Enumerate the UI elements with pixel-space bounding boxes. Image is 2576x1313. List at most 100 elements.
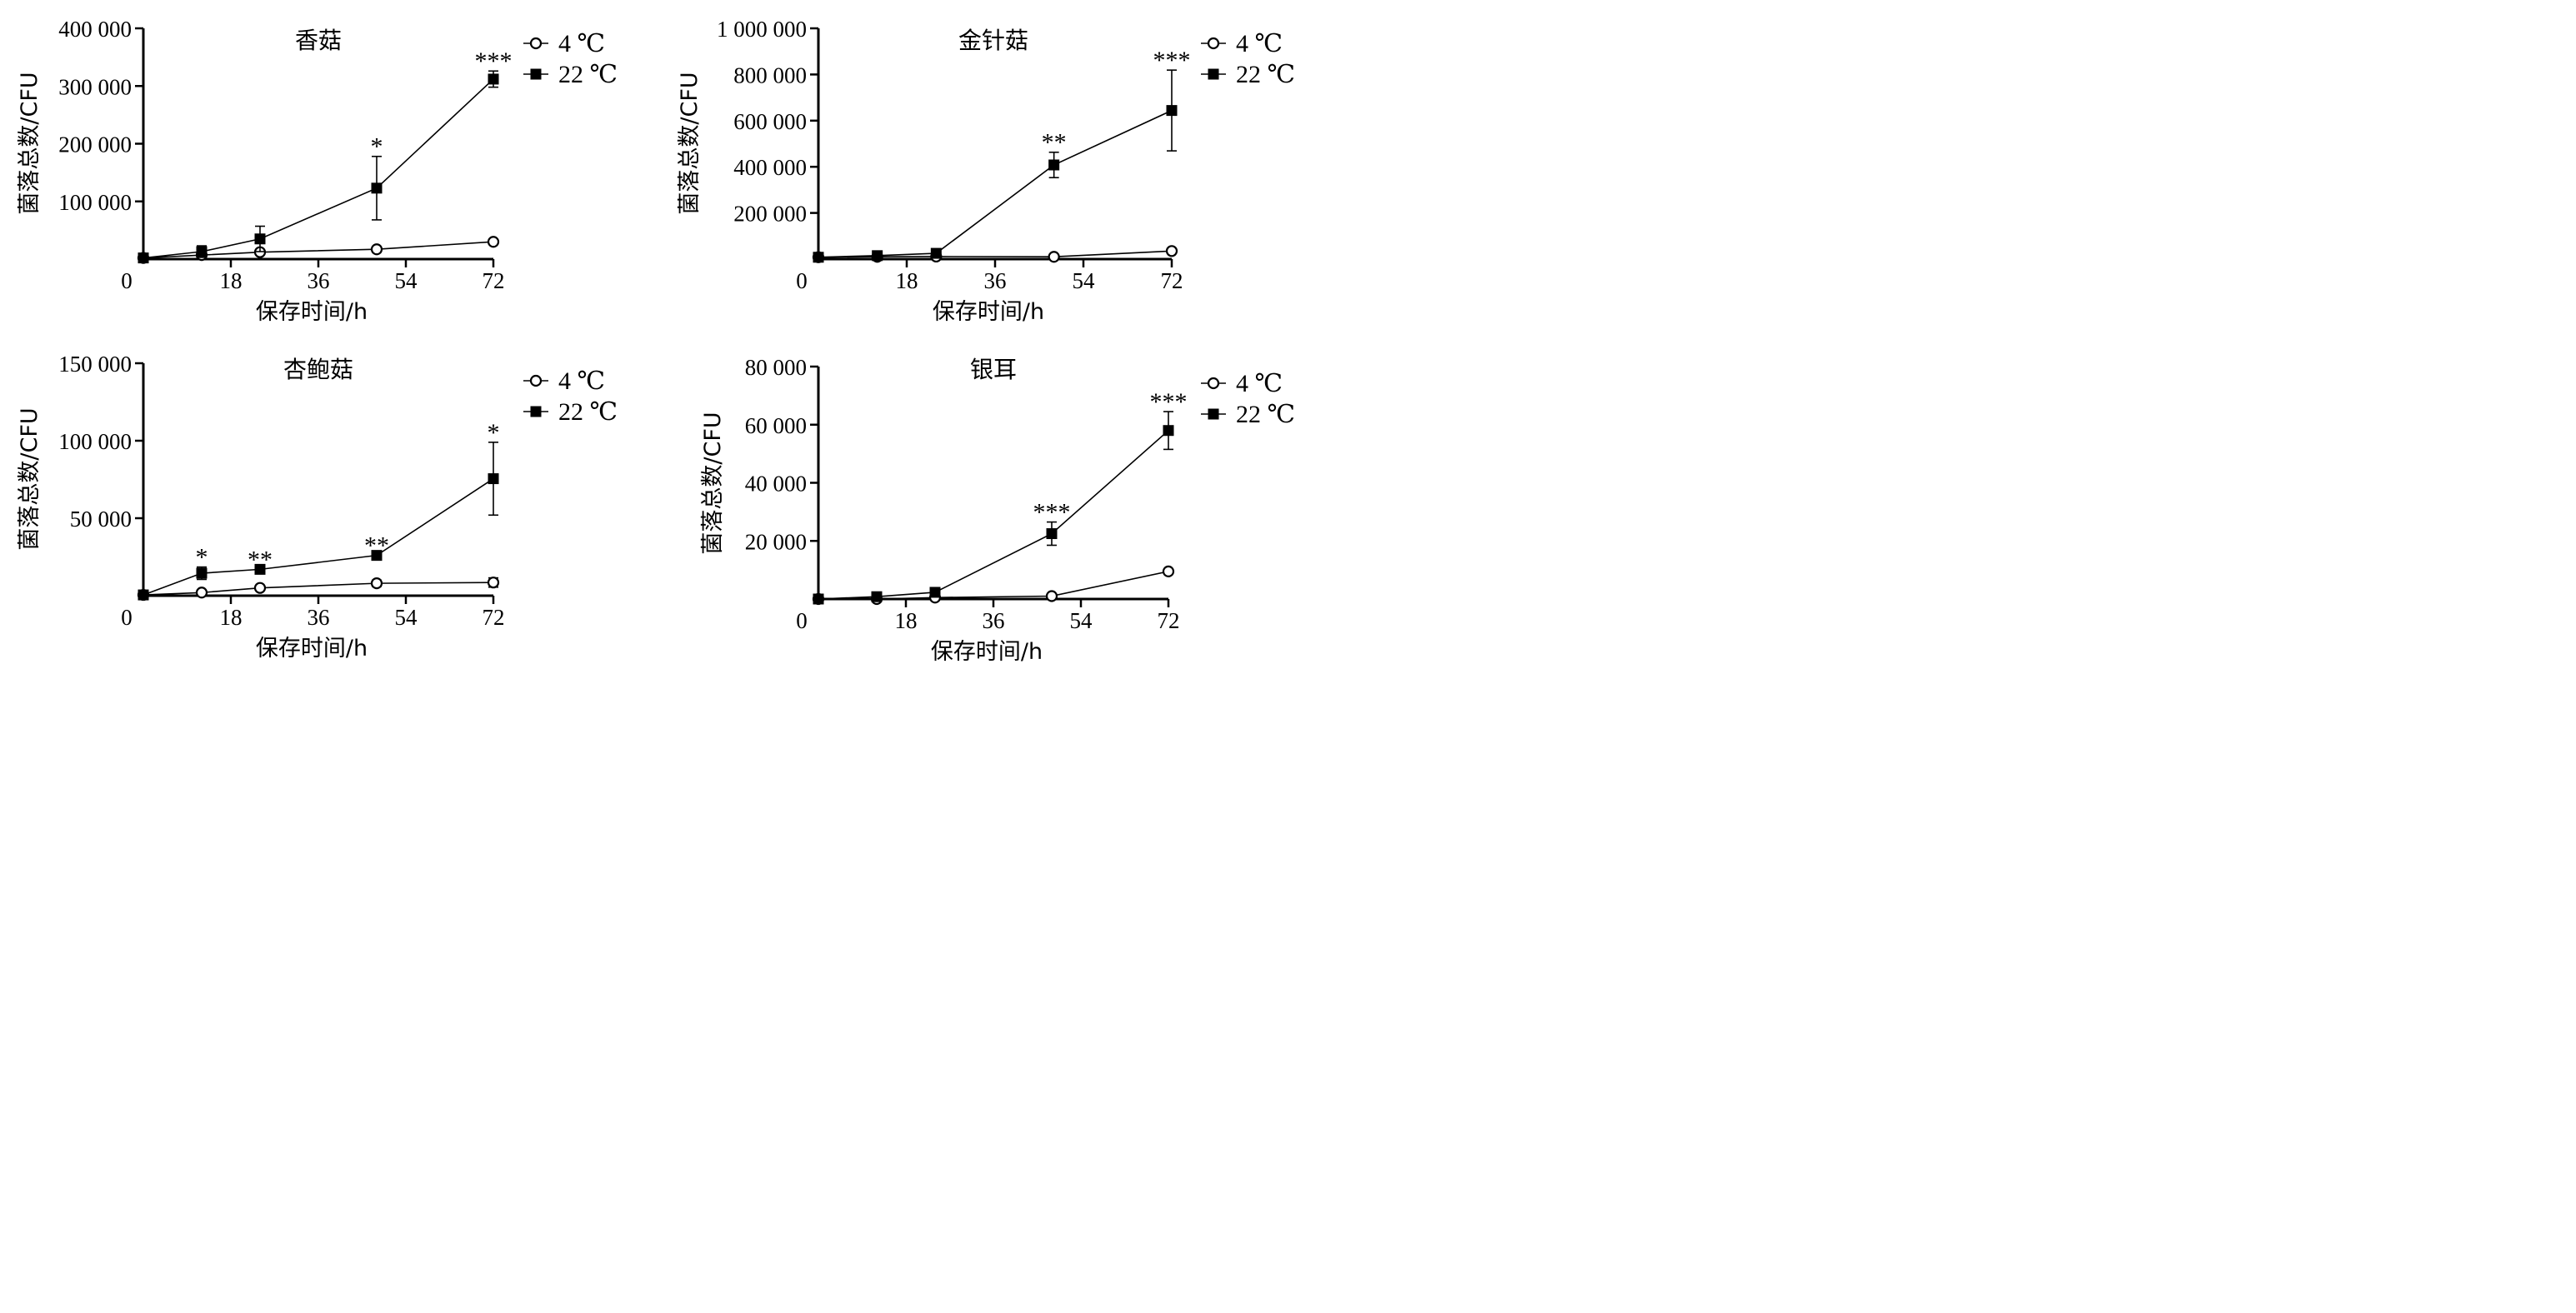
data-point-square [138,252,149,264]
chart-title: 金针菇 [958,27,1028,54]
legend-marker-circle [1207,37,1220,50]
data-point-square [930,247,942,259]
legend-marker-circle [529,374,543,387]
significance-label: * [196,544,208,572]
y-axis-title: 菌落总数/CFU [17,72,43,214]
x-tick-label: 72 [483,605,505,630]
x-tick-label: 0 [796,268,808,293]
chart-title: 银耳 [970,356,1017,383]
y-tick-label: 40 000 [745,472,807,497]
data-point-square [371,182,383,194]
series-filled-square [813,411,1174,605]
x-axis-title: 保存时间/h [931,639,1043,665]
data-point-circle [370,243,383,256]
x-tick-label: 36 [984,268,1007,293]
data-point-square [929,587,941,598]
legend-label: 4 ℃ [1236,370,1283,397]
legend-label: 4 ℃ [558,30,605,57]
x-tick-label: 54 [1070,608,1093,633]
legend-marker-square [1208,68,1219,80]
x-tick-label: 18 [895,608,918,633]
x-tick-label: 18 [220,268,243,293]
chart-panel-1: 200 000 400 000 600 000 800 000 1 000 000 0 18… [677,17,1295,325]
x-tick-label: 72 [483,268,505,293]
x-tick-label: 36 [308,268,330,293]
y-tick-label: 400 000 [733,155,807,180]
series-filled-square [813,69,1178,263]
y-tick-label: 60 000 [745,413,807,438]
x-tick-label: 54 [395,268,418,293]
data-point-square [254,563,266,575]
x-tick-label: 36 [308,605,330,630]
significance-label: *** [475,47,513,75]
x-axis-title: 保存时间/h [256,299,368,325]
significance-label: * [371,133,383,161]
x-tick-label: 0 [121,605,133,630]
y-tick-label: 150 000 [58,352,132,377]
data-point-square [196,567,208,579]
x-tick-label: 54 [395,605,418,630]
y-tick-label: 100 000 [58,429,132,454]
legend-label: 22 ℃ [1236,61,1295,88]
legend-marker-circle [1207,377,1220,390]
data-point-square [488,73,499,85]
data-point-square [488,473,499,485]
data-point-circle [1048,251,1060,263]
x-axis-title: 保存时间/h [256,636,368,661]
x-tick-label: 0 [121,268,133,293]
legend-marker-square [1208,408,1219,420]
y-tick-label: 100 000 [58,190,132,215]
data-point-circle [1162,565,1175,577]
y-axis-title: 菌落总数/CFU [700,412,726,554]
data-point-square [1046,528,1058,540]
series-filled-square [138,442,499,601]
legend-label: 4 ℃ [558,367,605,395]
data-point-circle [195,587,208,599]
series-line [818,109,1173,258]
series-line [143,78,494,259]
chart-title: 香菇 [295,27,342,54]
legend-label: 22 ℃ [558,398,618,426]
data-point-square [872,250,883,262]
x-axis-title: 保存时间/h [933,299,1044,325]
legend-marker-square [530,406,542,417]
series-filled-square [138,70,499,264]
data-point-square [1163,425,1174,437]
x-tick-label: 18 [220,605,243,630]
y-tick-label: 200 000 [58,132,132,157]
significance-label: *** [1153,47,1191,74]
significance-label: ** [248,546,273,573]
series-line [818,571,1169,600]
x-tick-label: 0 [796,608,808,633]
chart-panel-3: 20 000 40 000 60 000 80 000 0 18 36 54 72 银耳保存时间/… [700,355,1295,665]
data-point-square [813,252,824,263]
y-tick-label: 1 000 000 [717,17,807,42]
x-tick-label: 72 [1158,608,1180,633]
significance-label: *** [1150,388,1188,416]
significance-label: *** [1033,499,1071,527]
significance-label: ** [364,532,389,560]
y-axis-title: 菌落总数/CFU [17,407,43,550]
data-point-square [871,591,883,602]
series-line [143,477,494,596]
y-tick-label: 20 000 [745,529,807,554]
x-tick-label: 72 [1161,268,1183,293]
y-tick-label: 300 000 [58,74,132,99]
legend-label: 22 ℃ [1236,401,1295,428]
data-point-circle [1165,245,1178,257]
significance-label: * [488,419,500,447]
data-point-square [138,589,149,601]
x-tick-label: 54 [1073,268,1096,293]
chart-panel-0: 100 000 200 000 300 000 400 000 0 18 36 54 72 香菇保… [17,17,618,325]
data-point-square [254,233,266,245]
data-point-circle [253,582,267,594]
x-tick-label: 36 [983,608,1005,633]
data-point-circle [487,236,500,248]
y-tick-label: 800 000 [733,62,807,87]
data-point-circle [1045,590,1058,602]
data-point-square [196,246,208,257]
data-point-square [371,550,383,562]
data-point-circle [487,577,500,589]
figure: 100 000 200 000 300 000 400 000 0 18 36 54 72 香菇保… [17,17,1295,665]
